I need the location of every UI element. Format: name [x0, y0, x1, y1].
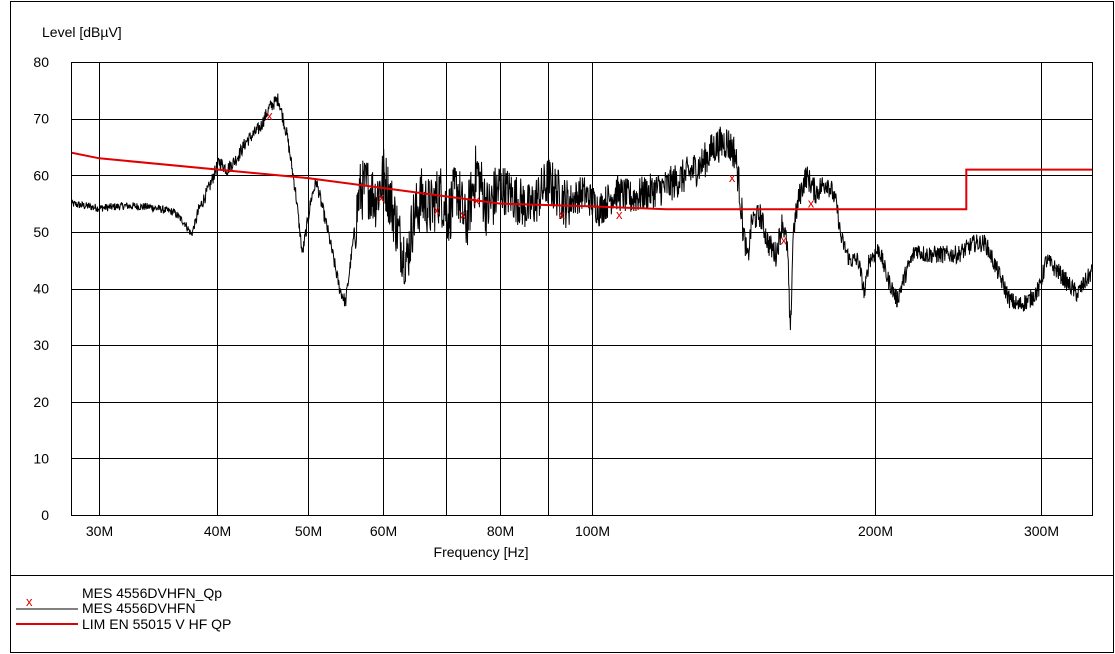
y-tick-label: 80	[33, 54, 49, 70]
x-tick-label: 40M	[204, 523, 231, 539]
legend: x MES 4556DVHFN_Qp MES 4556DVHFN LIM EN …	[16, 585, 231, 632]
x-tick-label: 100M	[575, 523, 610, 539]
x-tick-label: 200M	[858, 523, 893, 539]
series-line-limit	[71, 151, 1092, 211]
qp-marker: x	[559, 207, 566, 222]
y-axis-label: Level [dBµV]	[42, 24, 122, 40]
legend-entry-qp: MES 4556DVHFN_Qp	[82, 585, 222, 601]
qp-marker: x	[808, 196, 815, 211]
legend-marker-qp-symbol: x	[26, 594, 33, 609]
y-tick-label: 50	[33, 224, 49, 240]
x-tick-labels: 30M 40M 50M 60M 80M 100M 200M 300M	[86, 523, 1059, 539]
qp-marker: x	[473, 193, 480, 208]
outer-border	[10, 1, 1114, 653]
x-tick-label: 60M	[370, 523, 397, 539]
x-tick-label: 30M	[86, 523, 113, 539]
y-tick-label: 20	[33, 394, 49, 410]
y-tick-label: 40	[33, 281, 49, 297]
grid	[71, 62, 1092, 516]
qp-marker: x	[378, 190, 385, 205]
y-tick-label: 10	[33, 450, 49, 466]
x-tick-label: 80M	[487, 523, 514, 539]
y-tick-labels: 0 10 20 30 40 50 60 70 80	[33, 54, 49, 523]
series-line-measurement	[71, 93, 1093, 331]
qp-marker: x	[729, 170, 736, 185]
legend-entry-limit: LIM EN 55015 V HF QP	[82, 616, 231, 632]
x-tick-label: 300M	[1024, 523, 1059, 539]
x-tick-label: 50M	[295, 523, 322, 539]
qp-marker: x	[266, 108, 273, 123]
y-tick-label: 0	[41, 507, 49, 523]
qp-marker: x	[434, 202, 441, 217]
y-tick-label: 60	[33, 167, 49, 183]
y-tick-label: 30	[33, 337, 49, 353]
qp-marker: x	[460, 207, 467, 222]
qp-marker: x	[781, 232, 788, 247]
qp-marker: x	[616, 207, 623, 222]
plot-frame	[71, 62, 1093, 516]
y-tick-label: 70	[33, 111, 49, 127]
x-axis-label: Frequency [Hz]	[434, 544, 529, 560]
legend-entry-measurement: MES 4556DVHFN	[82, 600, 196, 616]
